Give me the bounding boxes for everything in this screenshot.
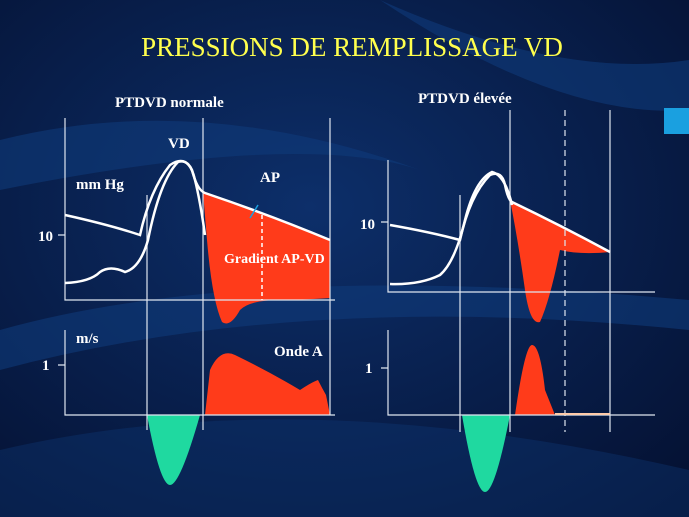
wave-label: Onde A xyxy=(274,344,323,360)
tick-velocity: 1 xyxy=(365,361,373,377)
left-label: PTDVD normale xyxy=(115,95,224,111)
vd-label: VD xyxy=(168,136,190,152)
tick-pressure: 10 xyxy=(38,229,53,245)
axis-line xyxy=(0,120,420,190)
vd-curve xyxy=(389,170,514,286)
title: PRESSIONS DE REMPLISSAGE VD xyxy=(141,32,563,62)
tick-pressure: 10 xyxy=(360,217,375,233)
axis-line xyxy=(381,160,655,416)
ap-curve xyxy=(389,172,611,254)
ap-pointer xyxy=(249,204,259,219)
e-wave xyxy=(462,415,510,492)
axis-line xyxy=(0,285,689,370)
a-wave xyxy=(205,353,330,415)
ap-label: AP xyxy=(260,170,280,186)
left-panel: PTDVD normale VD mm Hg AP 10 Gradient AP… xyxy=(38,95,335,485)
accent xyxy=(664,108,689,134)
unit-velocity: m/s xyxy=(76,331,99,347)
axis-line xyxy=(380,0,689,111)
unit-pressure: mm Hg xyxy=(76,177,124,193)
tick-velocity: 1 xyxy=(42,358,50,374)
a-wave xyxy=(515,345,555,415)
axis-line xyxy=(146,118,331,430)
right-label: PTDVD élevée xyxy=(418,91,512,107)
vd-curve xyxy=(64,160,207,285)
axis-line xyxy=(58,118,335,416)
gradient-label: Gradient AP-VD xyxy=(224,252,325,267)
e-wave xyxy=(147,415,200,485)
right-panel: PTDVD élevée 10 1 xyxy=(360,91,655,492)
gradient-area xyxy=(203,192,330,324)
